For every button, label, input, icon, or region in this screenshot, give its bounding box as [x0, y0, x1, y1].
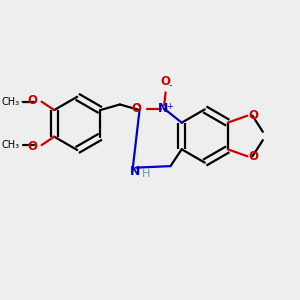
- Text: N: N: [130, 164, 140, 178]
- Text: CH₃: CH₃: [2, 140, 20, 150]
- Text: O: O: [132, 102, 142, 115]
- Text: H: H: [142, 169, 150, 179]
- Text: -: -: [136, 100, 140, 110]
- Text: O: O: [249, 150, 259, 164]
- Text: methoxy: methoxy: [21, 100, 27, 102]
- Text: N: N: [158, 102, 168, 115]
- Text: CH₃: CH₃: [2, 97, 20, 107]
- Text: O: O: [249, 109, 259, 122]
- Text: -: -: [168, 80, 172, 90]
- Text: O: O: [160, 75, 171, 88]
- Text: O: O: [27, 140, 38, 153]
- Text: +: +: [166, 102, 173, 111]
- Text: O: O: [27, 94, 38, 107]
